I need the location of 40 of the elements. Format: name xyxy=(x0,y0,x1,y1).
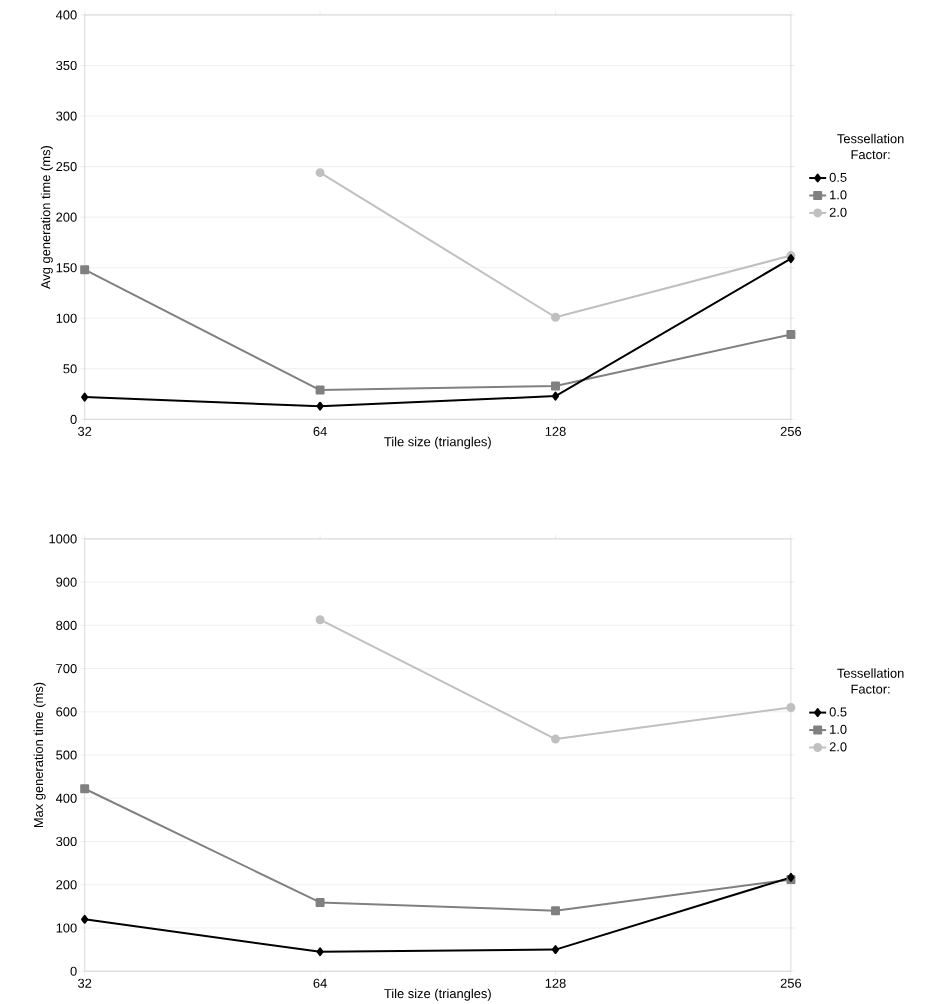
y-tick-label: 600 xyxy=(56,707,77,717)
y-axis-title: Avg generation time (ms) xyxy=(40,146,53,290)
y-tick-label: 350 xyxy=(55,60,77,71)
y-tick-label: 300 xyxy=(55,836,77,847)
y-tick-label: 0 xyxy=(70,966,77,976)
y-tick-label: 50 xyxy=(63,364,77,374)
x-tick-label: 256 xyxy=(780,426,801,436)
legend-label: 2.0 xyxy=(829,742,847,752)
legend-title: Tessellation Factor: xyxy=(837,668,904,694)
y-tick-label: 100 xyxy=(56,923,77,933)
x-tick-label: 32 xyxy=(77,426,92,436)
legend-label: 0.5 xyxy=(829,172,847,182)
y-tick-label: 700 xyxy=(56,664,77,674)
y-tick-label: 1000 xyxy=(49,534,77,544)
y-tick-label: 500 xyxy=(56,750,77,760)
y-tick-label: 0 xyxy=(70,414,77,424)
y-tick-label: 800 xyxy=(56,620,77,630)
y-tick-label: 400 xyxy=(55,10,77,20)
y-tick-label: 400 xyxy=(55,793,77,803)
y-tick-label: 900 xyxy=(56,577,77,587)
legend-title: Tessellation Factor: xyxy=(837,133,904,160)
x-tick-label: 128 xyxy=(545,978,566,988)
y-tick-label: 300 xyxy=(55,111,77,121)
x-tick-label: 128 xyxy=(545,426,566,436)
x-axis-title: Tile size (triangles) xyxy=(384,436,491,449)
y-axis-title: Max generation time (ms) xyxy=(33,682,46,828)
y-tick-label: 250 xyxy=(56,162,77,172)
x-axis-title: Tile size (triangles) xyxy=(384,988,491,1001)
legend-label: 1.0 xyxy=(829,190,847,200)
y-tick-label: 100 xyxy=(56,313,77,323)
x-tick-label: 32 xyxy=(77,978,92,988)
legend-label: 2.0 xyxy=(829,207,847,217)
y-tick-label: 200 xyxy=(56,212,77,222)
x-tick-label: 64 xyxy=(313,426,327,436)
legend-label: 0.5 xyxy=(829,707,847,717)
x-tick-label: 64 xyxy=(313,978,327,988)
y-tick-label: 150 xyxy=(56,263,77,273)
y-tick-label: 200 xyxy=(56,880,77,890)
x-tick-label: 256 xyxy=(780,978,801,988)
legend-label: 1.0 xyxy=(829,724,847,734)
